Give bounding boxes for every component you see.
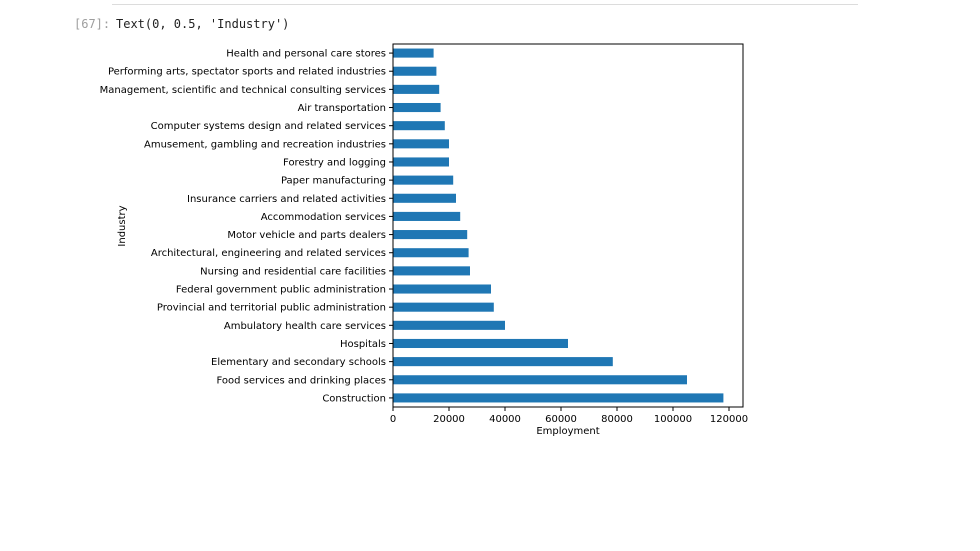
- bar-11: [393, 193, 456, 203]
- category-label-6: Federal government public administration: [176, 285, 386, 296]
- bar-16: [393, 102, 441, 113]
- x-tick-label-4: 80000: [601, 414, 633, 425]
- bar-17: [393, 84, 440, 94]
- bar-4: [393, 320, 505, 330]
- category-label-10: Accommodation services: [261, 212, 386, 223]
- bar-5: [393, 302, 494, 312]
- category-label-11: Insurance carriers and related activitie…: [187, 194, 386, 205]
- category-label-3: Hospitals: [340, 339, 386, 350]
- chart-x-ticks: 0 20000 40000 60000 80000 100000 120000: [390, 407, 748, 425]
- bar-15: [393, 121, 445, 131]
- category-label-5: Provincial and territorial public admini…: [157, 303, 386, 314]
- bar-8: [393, 248, 469, 258]
- category-label-1: Food services and drinking places: [217, 375, 386, 386]
- category-label-2: Elementary and secondary schools: [211, 357, 386, 368]
- x-tick-label-5: 100000: [654, 414, 692, 425]
- y-axis-title: Industry: [117, 205, 128, 246]
- category-label-16: Air transportation: [298, 103, 386, 114]
- x-tick-label-2: 40000: [489, 414, 521, 425]
- cell-output-text: Text(0, 0.5, 'Industry'): [116, 17, 290, 31]
- chart-plot-frame: [392, 43, 744, 408]
- x-axis-title: Employment: [536, 426, 599, 437]
- bar-12: [393, 175, 454, 185]
- bar-1: [393, 375, 687, 385]
- category-label-17: Management, scientific and technical con…: [100, 85, 386, 96]
- category-label-7: Nursing and residential care facilities: [200, 266, 386, 277]
- bar-0: [393, 393, 724, 403]
- category-label-14: Amusement, gambling and recreation indus…: [144, 139, 386, 150]
- cell-top-divider: [112, 4, 858, 5]
- x-tick-label-3: 60000: [545, 414, 577, 425]
- bar-2: [393, 357, 613, 367]
- bar-13: [393, 157, 449, 167]
- category-label-9: Motor vehicle and parts dealers: [227, 230, 386, 241]
- bar-3: [393, 338, 568, 349]
- bar-14: [393, 139, 449, 149]
- bar-10: [393, 211, 461, 221]
- chart-category-labels: Construction Food services and drinking p…: [100, 49, 393, 404]
- category-label-12: Paper manufacturing: [281, 176, 386, 187]
- category-label-4: Ambulatory health care services: [224, 321, 386, 332]
- category-label-15: Computer systems design and related serv…: [151, 121, 386, 132]
- x-tick-label-6: 120000: [710, 414, 748, 425]
- x-tick-label-1: 20000: [433, 414, 465, 425]
- category-label-0: Construction: [322, 393, 386, 404]
- bar-7: [393, 266, 470, 276]
- category-label-18: Performing arts, spectator sports and re…: [108, 67, 386, 78]
- cell-prompt: [67]:: [74, 17, 111, 31]
- category-label-13: Forestry and logging: [283, 157, 386, 168]
- category-label-19: Health and personal care stores: [226, 49, 386, 60]
- category-label-8: Architectural, engineering and related s…: [151, 248, 386, 259]
- x-tick-label-0: 0: [390, 414, 396, 425]
- bar-18: [393, 66, 437, 76]
- bar-19: [393, 48, 434, 58]
- bar-9: [393, 230, 468, 240]
- bar-6: [393, 284, 491, 294]
- chart-bars: [393, 48, 724, 403]
